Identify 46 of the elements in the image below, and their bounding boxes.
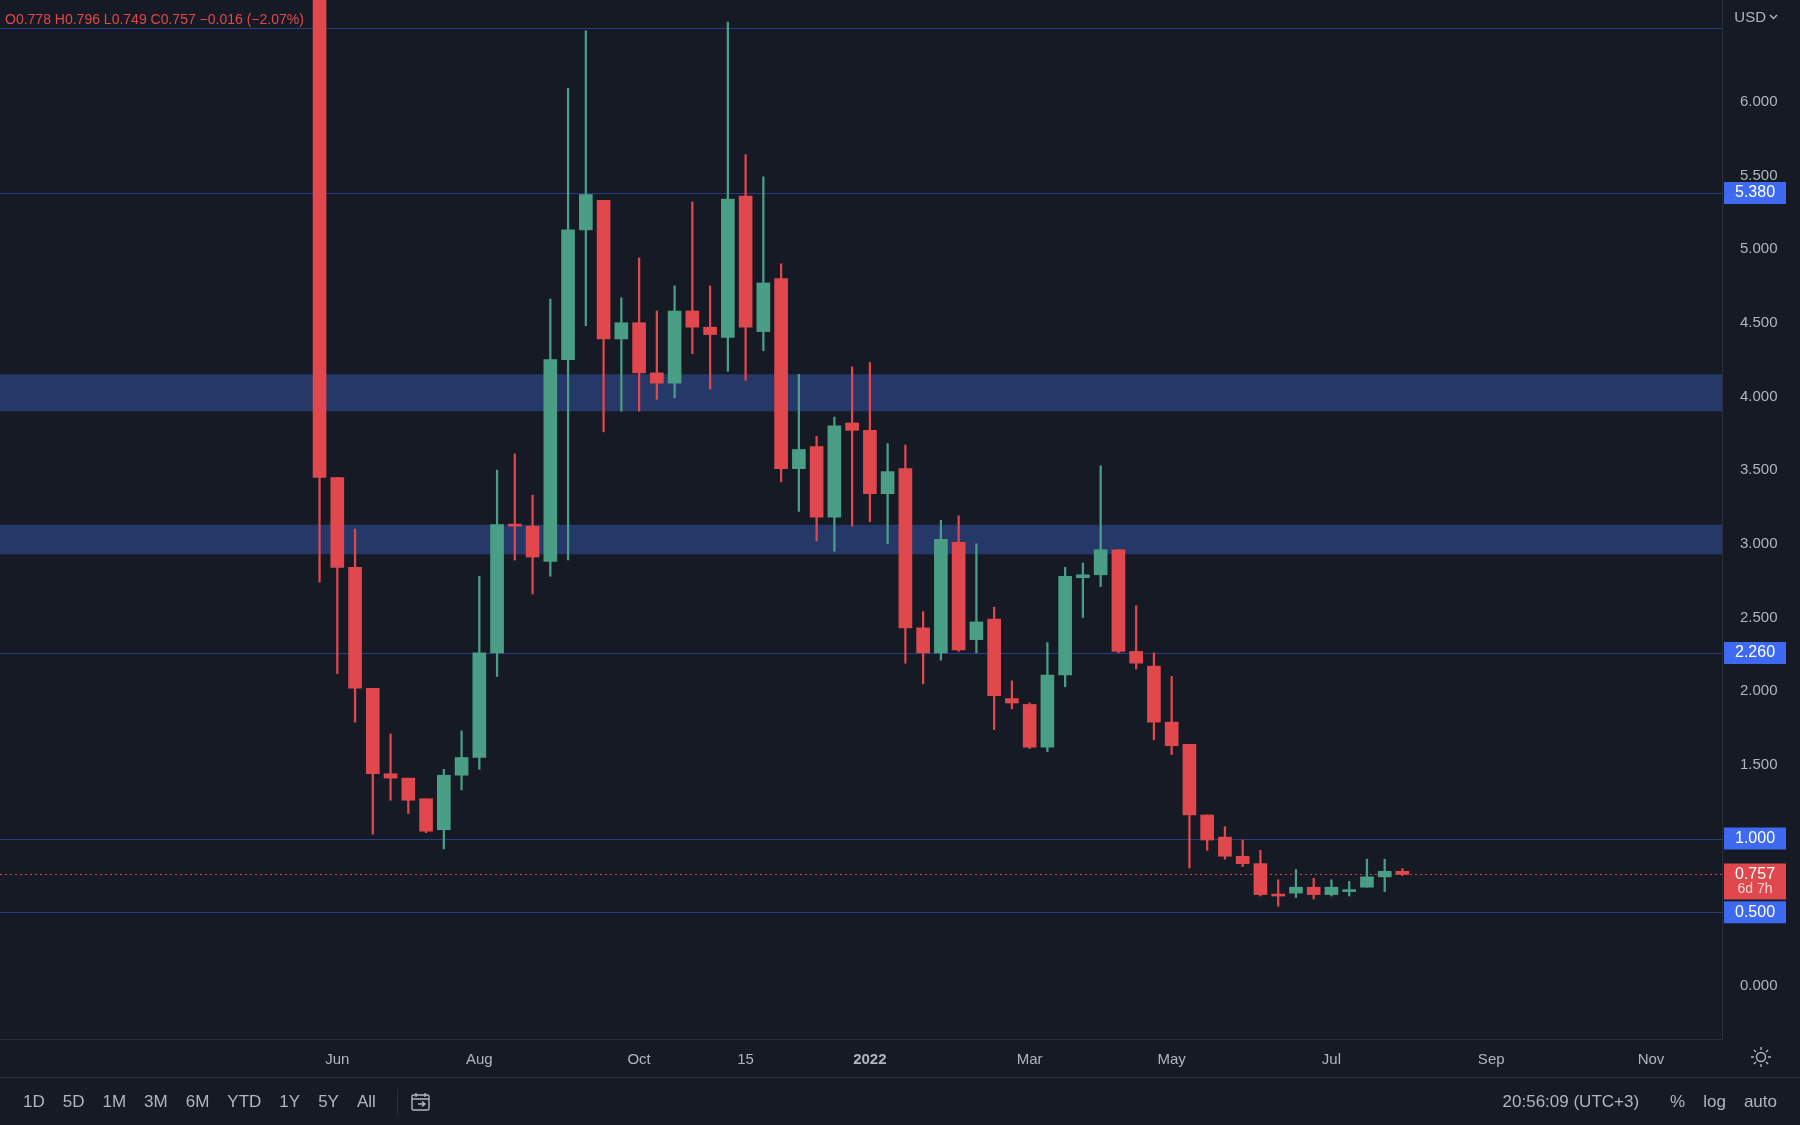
y-tick-label: 0.000 <box>1740 976 1778 994</box>
y-tick-label: 2.500 <box>1740 607 1778 625</box>
y-tick-label: 4.500 <box>1740 312 1778 330</box>
text: 1M <box>102 1091 127 1112</box>
text: YTD <box>227 1091 262 1112</box>
annotation: O0.778 H0.796 L0.749 C0.757 −0.016 (−2.07%) <box>5 11 304 27</box>
text: 3M <box>144 1091 168 1112</box>
ref-line-label: 5.380 <box>1734 183 1776 201</box>
candlestick <box>880 443 895 545</box>
x-tick-label: 2022 <box>853 1050 887 1068</box>
candlestick <box>969 543 984 654</box>
y-tick-label: 1.500 <box>1740 755 1778 773</box>
x-tick-label: May <box>1157 1050 1187 1068</box>
text: 1Y <box>279 1091 301 1112</box>
y-tick-label: 3.000 <box>1740 533 1778 551</box>
text: 6M <box>185 1091 210 1112</box>
y-tick-label: 3.500 <box>1740 460 1778 478</box>
y-tick-label: 5.000 <box>1740 239 1778 257</box>
ref-line-label: 0.500 <box>1734 902 1776 920</box>
text: log <box>1703 1091 1726 1112</box>
x-tick-label: Nov <box>1637 1050 1665 1068</box>
x-tick-label: Aug <box>465 1050 493 1068</box>
text: 20:56:09 (UTC+3) <box>1502 1091 1640 1112</box>
x-tick-label: 15 <box>737 1050 754 1068</box>
text: USD <box>1734 8 1766 25</box>
text: 1D <box>23 1091 45 1112</box>
text: 5D <box>62 1091 85 1112</box>
y-tick-label: 5.500 <box>1740 165 1778 183</box>
candlestick <box>383 733 398 801</box>
text: 6d 7h <box>1737 880 1773 897</box>
y-tick-label: 2.000 <box>1740 681 1778 699</box>
y-tick-label: 6.000 <box>1740 91 1778 109</box>
text: 5Y <box>318 1091 339 1112</box>
x-tick-label: Jul <box>1321 1050 1342 1068</box>
text: % <box>1670 1091 1686 1112</box>
candlestick <box>525 494 540 595</box>
ref-line-label: 0.757 <box>1734 864 1776 882</box>
y-tick-label: 4.000 <box>1740 386 1778 404</box>
text: auto <box>1743 1091 1777 1112</box>
ref-line-label: 1.000 <box>1734 828 1776 846</box>
ref-line-label: 2.260 <box>1734 643 1776 661</box>
text: All <box>356 1091 376 1112</box>
x-tick-label: Sep <box>1477 1050 1505 1068</box>
x-tick-label: Jun <box>325 1050 350 1068</box>
x-tick-label: Oct <box>627 1050 652 1068</box>
x-tick-label: Mar <box>1016 1050 1043 1068</box>
